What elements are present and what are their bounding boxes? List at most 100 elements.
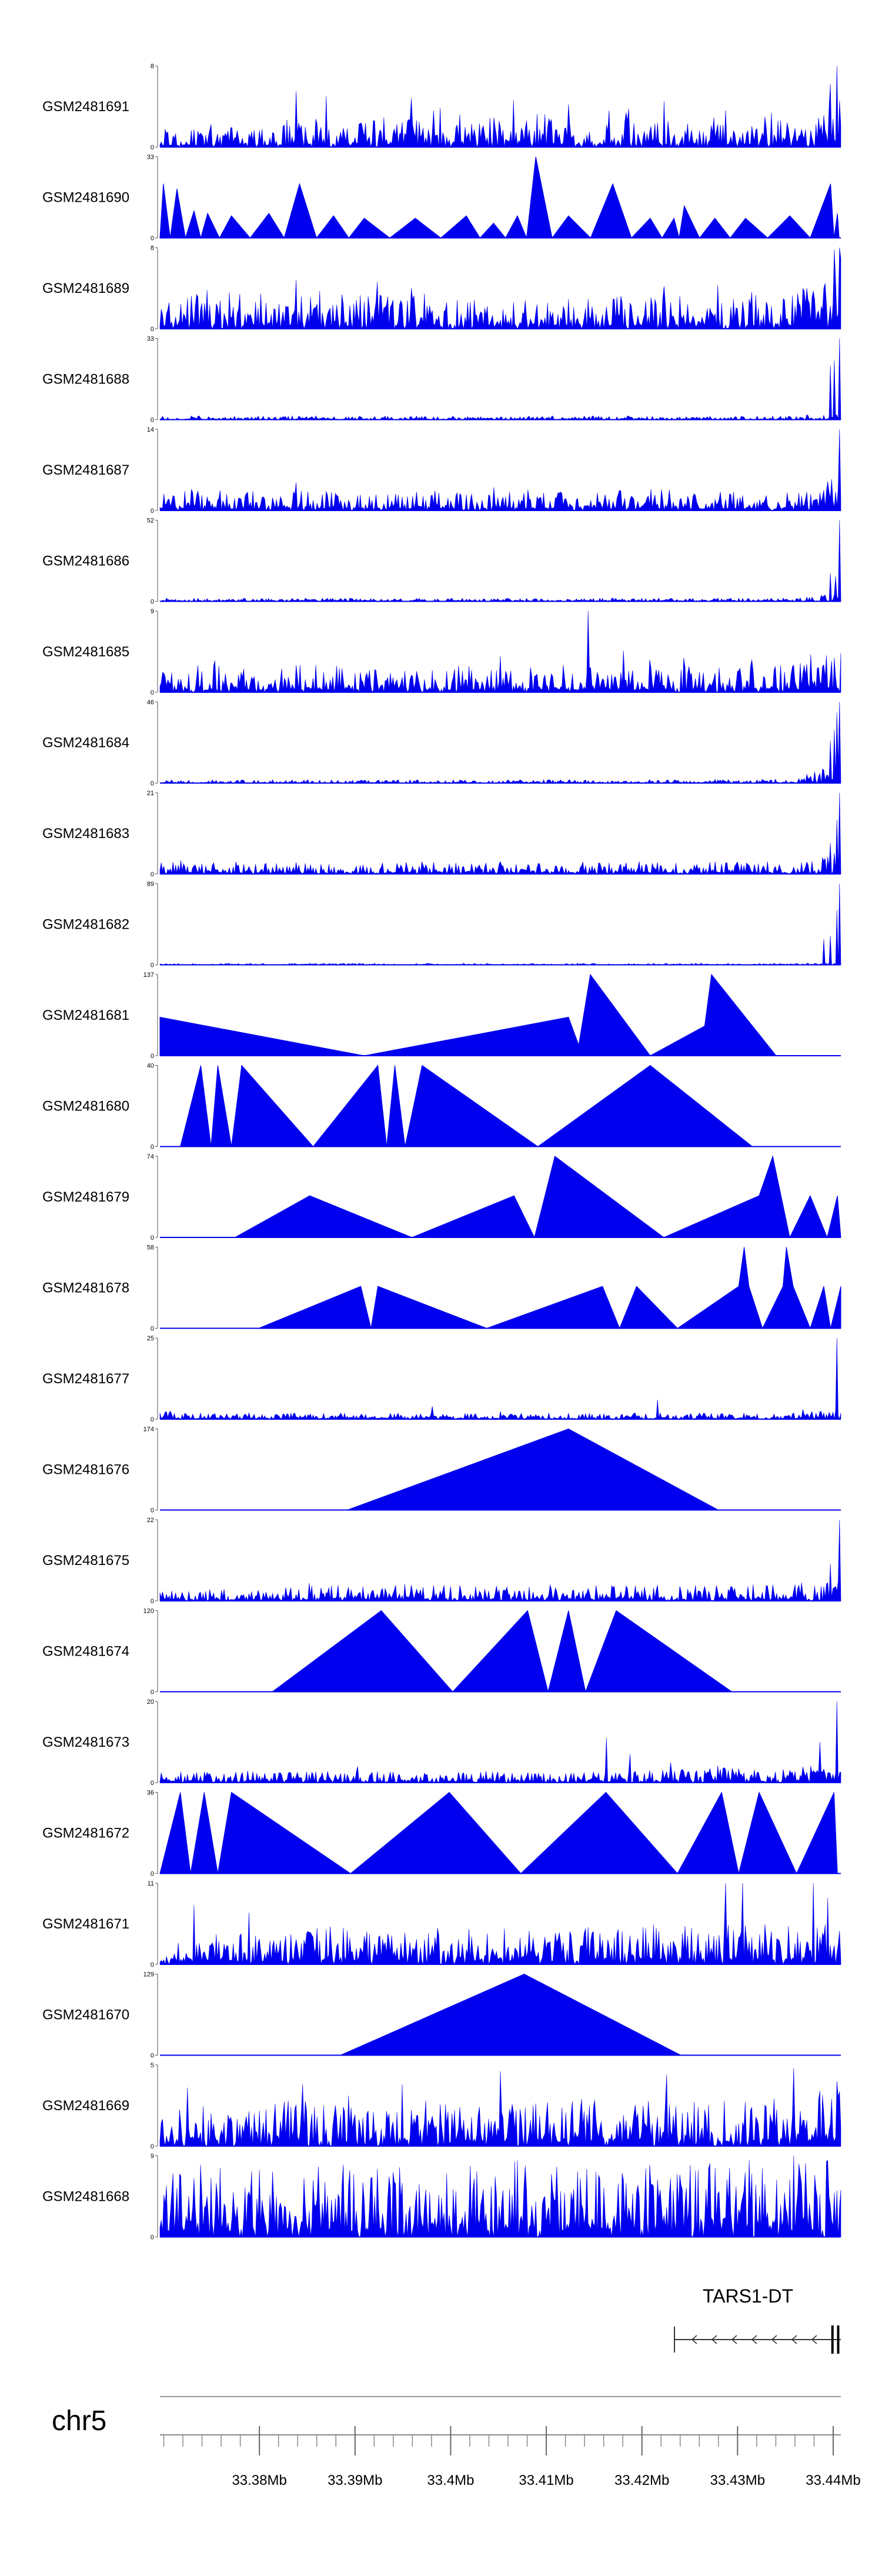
data-track: GSM2481689 8 0 bbox=[42, 245, 841, 333]
y-min-label: 0 bbox=[151, 1689, 154, 1696]
coverage-area bbox=[159, 247, 841, 330]
y-max-label: 33 bbox=[147, 336, 154, 343]
y-max-label: 120 bbox=[143, 1608, 154, 1615]
chromosome-label: chr5 bbox=[52, 2405, 106, 2437]
data-track: GSM2481686 52 0 bbox=[42, 518, 841, 606]
track-label: GSM2481684 bbox=[42, 735, 129, 751]
y-max-label: 22 bbox=[147, 1517, 154, 1524]
coverage-area bbox=[159, 520, 841, 602]
y-min-label: 0 bbox=[151, 1326, 154, 1333]
y-max-label: 9 bbox=[151, 608, 154, 615]
y-max-label: 129 bbox=[143, 1971, 154, 1978]
coverage-area bbox=[159, 156, 841, 239]
data-track: GSM2481678 58 0 bbox=[42, 1244, 841, 1333]
tick-label: 33.43Mb bbox=[710, 2472, 765, 2488]
y-min-label: 0 bbox=[151, 144, 154, 151]
track-label: GSM2481677 bbox=[42, 1371, 129, 1387]
track-label: GSM2481674 bbox=[42, 1644, 129, 1660]
y-min-label: 0 bbox=[151, 1053, 154, 1060]
y-max-label: 33 bbox=[147, 154, 154, 161]
data-track: GSM2481676 174 0 bbox=[42, 1426, 841, 1514]
gene-track: TARS1-DT bbox=[674, 2285, 841, 2354]
tick-label: 33.4Mb bbox=[427, 2472, 474, 2488]
y-min-label: 0 bbox=[151, 599, 154, 606]
y-max-label: 21 bbox=[147, 790, 154, 797]
data-track: GSM2481680 40 0 bbox=[42, 1063, 841, 1151]
y-max-label: 14 bbox=[147, 426, 154, 433]
track-label: GSM2481680 bbox=[42, 1099, 129, 1115]
track-label: GSM2481668 bbox=[42, 2189, 129, 2205]
data-track: GSM2481690 33 0 bbox=[42, 154, 841, 242]
data-track: GSM2481677 25 0 bbox=[42, 1335, 841, 1423]
y-max-label: 137 bbox=[143, 972, 154, 979]
data-track: GSM2481671 11 0 bbox=[42, 1880, 841, 1968]
data-track: GSM2481679 74 0 bbox=[42, 1153, 841, 1242]
coverage-area bbox=[159, 792, 841, 875]
y-min-label: 0 bbox=[151, 871, 154, 878]
data-track: GSM2481669 5 0 bbox=[42, 2062, 841, 2150]
track-label: GSM2481679 bbox=[42, 1189, 129, 1205]
data-track: GSM2481688 33 0 bbox=[42, 336, 841, 424]
strand-arrow bbox=[811, 2335, 817, 2344]
y-min-label: 0 bbox=[151, 1507, 154, 1514]
coverage-area bbox=[159, 429, 841, 512]
coverage-area bbox=[159, 1883, 841, 1966]
track-label: GSM2481671 bbox=[42, 1916, 129, 1932]
gene-exon bbox=[831, 2325, 834, 2354]
strand-arrow bbox=[771, 2335, 777, 2344]
y-min-label: 0 bbox=[151, 2053, 154, 2060]
strand-arrow bbox=[691, 2335, 697, 2344]
y-min-label: 0 bbox=[151, 326, 154, 333]
coverage-area bbox=[159, 883, 841, 965]
coverage-area bbox=[159, 2155, 841, 2237]
data-track: GSM2481684 46 0 bbox=[42, 699, 841, 788]
coverage-area bbox=[159, 702, 841, 784]
data-track: GSM2481685 9 0 bbox=[42, 608, 841, 696]
coverage-area bbox=[159, 65, 841, 148]
track-label: GSM2481678 bbox=[42, 1280, 129, 1296]
coverage-area bbox=[233, 1155, 841, 1239]
track-label: GSM2481682 bbox=[42, 917, 129, 933]
gene-label: TARS1-DT bbox=[703, 2285, 793, 2307]
track-label: GSM2481690 bbox=[42, 190, 129, 206]
track-label: GSM2481675 bbox=[42, 1553, 129, 1569]
tick-label: 33.38Mb bbox=[232, 2472, 286, 2488]
genome-axis: chr5 33.38Mb 33.39Mb 33.4Mb 33.41Mb 33.42Mb 33… bbox=[52, 2396, 861, 2488]
strand-arrow bbox=[711, 2335, 717, 2344]
data-track: GSM2481682 89 0 bbox=[42, 881, 841, 969]
y-min-label: 0 bbox=[151, 1871, 154, 1878]
tick-label: 33.42Mb bbox=[614, 2472, 669, 2488]
y-min-label: 0 bbox=[151, 689, 154, 696]
coverage-area bbox=[159, 338, 841, 421]
data-track: GSM2481668 9 0 bbox=[42, 2153, 841, 2241]
y-max-label: 25 bbox=[147, 1335, 154, 1342]
coverage-area bbox=[159, 1519, 841, 1602]
y-min-label: 0 bbox=[151, 780, 154, 788]
y-max-label: 52 bbox=[147, 518, 154, 525]
coverage-area bbox=[180, 1065, 753, 1147]
y-min-label: 0 bbox=[151, 1961, 154, 1968]
coverage-area bbox=[258, 1247, 841, 1329]
coverage-area bbox=[159, 610, 841, 693]
coverage-area bbox=[159, 1337, 841, 1420]
y-max-label: 58 bbox=[147, 1244, 154, 1252]
y-max-label: 8 bbox=[151, 245, 154, 252]
track-label: GSM2481681 bbox=[42, 1007, 129, 1023]
y-max-label: 46 bbox=[147, 699, 154, 706]
gene-model: TARS1-DT bbox=[674, 2285, 841, 2354]
y-min-label: 0 bbox=[151, 1416, 154, 1423]
coverage-area bbox=[271, 1610, 733, 1693]
y-max-label: 5 bbox=[151, 2062, 154, 2069]
coverage-area bbox=[347, 1428, 719, 1510]
data-track: GSM2481672 36 0 bbox=[42, 1790, 841, 1878]
tick-label: 33.44Mb bbox=[806, 2472, 860, 2488]
data-track: GSM2481687 14 0 bbox=[42, 426, 841, 515]
coverage-area bbox=[159, 2068, 841, 2147]
track-label: GSM2481673 bbox=[42, 1734, 129, 1750]
track-label: GSM2481686 bbox=[42, 553, 129, 569]
y-max-label: 11 bbox=[148, 1880, 154, 1887]
data-tracks: GSM248169180GSM2481690330GSM248168980GSM… bbox=[42, 63, 841, 2241]
tick-label: 33.39Mb bbox=[328, 2472, 382, 2488]
y-max-label: 89 bbox=[147, 881, 154, 888]
